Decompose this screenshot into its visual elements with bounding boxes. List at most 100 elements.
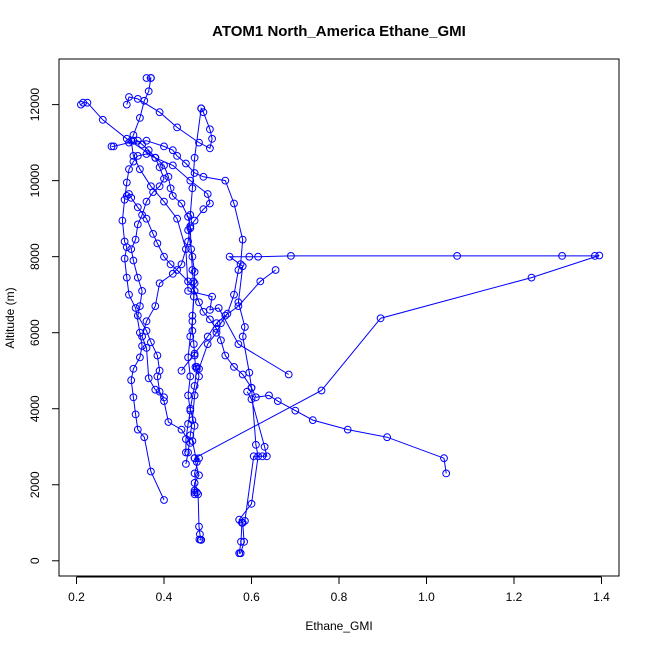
data-point (258, 452, 267, 461)
data-point (195, 471, 203, 480)
data-point (247, 383, 256, 392)
data-point (182, 448, 190, 457)
data-point (164, 172, 173, 181)
data-point (151, 385, 160, 394)
data-point (153, 351, 162, 360)
data-point (230, 199, 238, 208)
data-point (252, 393, 260, 402)
data-point (127, 376, 136, 385)
data-point (234, 302, 243, 311)
data-point (149, 230, 158, 238)
data-point (133, 220, 142, 229)
data-point (173, 266, 182, 274)
data-point (188, 416, 197, 425)
data-point (186, 372, 195, 381)
data-point (238, 370, 247, 379)
data-point (273, 397, 282, 406)
y-axis-label: Altitude (m) (3, 287, 17, 348)
y-tick-label: 8000 (28, 243, 42, 270)
data-point (160, 161, 168, 170)
x-tick-label: 1.2 (506, 590, 523, 604)
data-point (129, 131, 138, 139)
data-point (153, 372, 162, 381)
data-point (591, 252, 599, 260)
data-point (168, 146, 177, 155)
data-point (186, 439, 195, 447)
data-point (192, 363, 201, 371)
data-point (136, 328, 144, 337)
data-point (247, 395, 256, 404)
x-tick-label: 0.4 (156, 590, 173, 604)
data-point (558, 252, 566, 260)
series-line (126, 96, 213, 453)
data-point (190, 454, 199, 463)
data-point (184, 226, 193, 235)
data-point (160, 496, 168, 504)
data-point (245, 252, 254, 261)
data-point (129, 136, 138, 145)
data-point (129, 256, 138, 265)
data-point (155, 163, 164, 172)
data-point (208, 134, 217, 143)
data-point (133, 203, 142, 212)
data-point (252, 440, 260, 449)
data-point (138, 287, 147, 295)
data-point (188, 252, 197, 261)
data-point (131, 304, 140, 312)
data-point (133, 152, 142, 160)
data-point (249, 452, 258, 461)
x-tick-label: 0.2 (68, 590, 85, 604)
data-point (120, 254, 129, 263)
data-point (238, 332, 247, 341)
data-point (190, 287, 199, 295)
data-point (235, 549, 244, 558)
data-point (136, 302, 144, 311)
data-point (206, 125, 214, 134)
data-point (133, 95, 142, 103)
data-point (188, 184, 197, 193)
data-point (177, 199, 186, 208)
data-point (168, 269, 177, 278)
data-point (122, 192, 131, 200)
data-point (160, 397, 168, 406)
data-point (133, 136, 142, 145)
data-point (109, 142, 118, 151)
data-point (199, 108, 208, 117)
data-point (199, 205, 208, 214)
data-point (142, 317, 151, 326)
data-point (186, 431, 195, 440)
data-point (203, 190, 212, 198)
data-point (241, 323, 249, 331)
data-point (196, 530, 204, 539)
data-point (83, 98, 92, 107)
data-point (225, 252, 234, 261)
series-line (126, 193, 447, 474)
data-point (291, 406, 300, 415)
y-tick-label: 0 (28, 557, 42, 564)
x-tick-label: 0.8 (331, 590, 348, 604)
data-point (142, 74, 151, 82)
data-point (206, 144, 214, 153)
data-point (125, 165, 133, 174)
data-point (238, 262, 247, 271)
data-point (122, 100, 131, 109)
data-point (182, 159, 190, 168)
data-point (155, 279, 164, 288)
data-point (129, 157, 138, 166)
data-point (221, 351, 230, 360)
data-point (254, 252, 263, 261)
data-point (129, 152, 138, 160)
data-point (118, 216, 127, 225)
data-point (247, 499, 256, 508)
data-point (151, 153, 160, 162)
data-point (184, 448, 193, 457)
data-point (155, 387, 164, 396)
data-point (166, 184, 175, 193)
data-point (243, 387, 252, 396)
data-point (188, 266, 197, 274)
data-point (164, 418, 173, 426)
data-point (208, 292, 217, 301)
data-point (125, 138, 133, 147)
data-point (138, 140, 147, 149)
data-point (138, 332, 147, 341)
